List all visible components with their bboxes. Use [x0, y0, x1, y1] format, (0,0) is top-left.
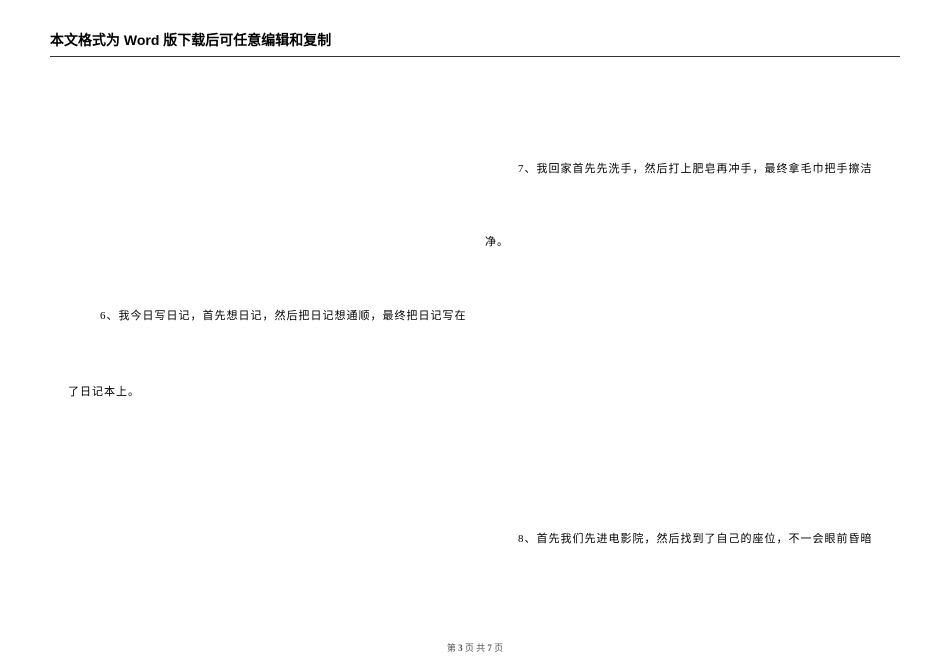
- footer-mid: 页 共: [463, 643, 488, 653]
- page-footer: 第 3 页 共 7 页: [0, 641, 950, 654]
- page-header: 本文格式为 Word 版下载后可任意编辑和复制: [50, 30, 900, 57]
- body-line-6a: 6、我今日写日记，首先想日记，然后把日记想通顺，最终把日记写在: [100, 307, 467, 323]
- footer-prefix: 第: [447, 643, 458, 653]
- document-page: 本文格式为 Word 版下载后可任意编辑和复制 7、我回家首先先洗手，然后打上肥…: [0, 0, 950, 672]
- body-line-8a: 8、首先我们先进电影院，然后找到了自己的座位，不一会眼前昏暗: [518, 530, 873, 546]
- header-rule: [50, 56, 900, 57]
- body-line-6b: 了日记本上。: [68, 383, 140, 399]
- footer-suffix: 页: [492, 643, 503, 653]
- body-line-7b: 净。: [485, 233, 509, 249]
- body-line-7a: 7、我回家首先先洗手，然后打上肥皂再冲手，最终拿毛巾把手擦洁: [518, 160, 873, 176]
- header-title: 本文格式为 Word 版下载后可任意编辑和复制: [50, 30, 900, 54]
